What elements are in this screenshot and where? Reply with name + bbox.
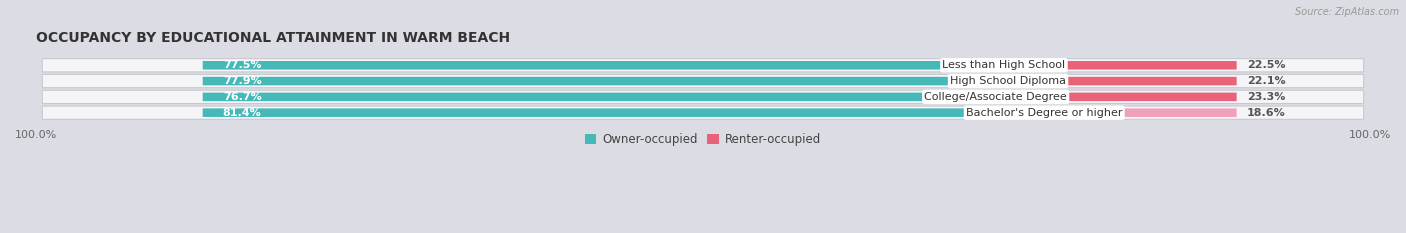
Text: Less than High School: Less than High School [942, 60, 1066, 70]
Text: Bachelor's Degree or higher: Bachelor's Degree or higher [966, 108, 1122, 118]
Text: 77.5%: 77.5% [222, 60, 262, 70]
FancyBboxPatch shape [42, 74, 1364, 88]
FancyBboxPatch shape [42, 106, 1364, 119]
Text: High School Diploma: High School Diploma [950, 76, 1066, 86]
Text: 22.5%: 22.5% [1247, 60, 1285, 70]
Text: Source: ZipAtlas.com: Source: ZipAtlas.com [1295, 7, 1399, 17]
FancyBboxPatch shape [42, 59, 1364, 72]
Text: OCCUPANCY BY EDUCATIONAL ATTAINMENT IN WARM BEACH: OCCUPANCY BY EDUCATIONAL ATTAINMENT IN W… [37, 31, 510, 45]
FancyBboxPatch shape [202, 108, 1045, 117]
FancyBboxPatch shape [1045, 108, 1237, 117]
FancyBboxPatch shape [202, 93, 995, 101]
FancyBboxPatch shape [1008, 77, 1237, 85]
Text: 77.9%: 77.9% [222, 76, 262, 86]
FancyBboxPatch shape [42, 90, 1364, 103]
Text: 76.7%: 76.7% [222, 92, 262, 102]
Text: 23.3%: 23.3% [1247, 92, 1285, 102]
FancyBboxPatch shape [202, 61, 1004, 69]
Text: 22.1%: 22.1% [1247, 76, 1286, 86]
FancyBboxPatch shape [995, 93, 1237, 101]
Text: College/Associate Degree: College/Associate Degree [924, 92, 1067, 102]
Legend: Owner-occupied, Renter-occupied: Owner-occupied, Renter-occupied [579, 128, 827, 151]
Text: 18.6%: 18.6% [1247, 108, 1286, 118]
FancyBboxPatch shape [1004, 61, 1237, 69]
Text: 81.4%: 81.4% [222, 108, 262, 118]
FancyBboxPatch shape [202, 77, 1008, 85]
